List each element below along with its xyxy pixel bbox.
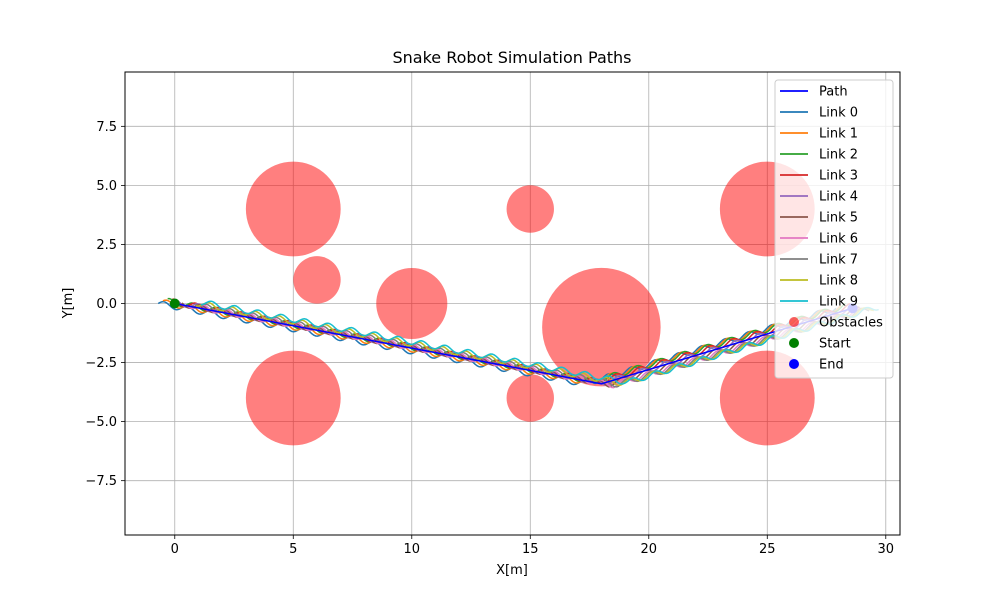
- legend-label: Obstacles: [819, 316, 883, 331]
- x-tick-label: 5: [289, 542, 297, 557]
- legend-label: Link 8: [819, 274, 858, 289]
- legend-label: Link 3: [819, 169, 858, 184]
- obstacle-circle: [245, 350, 341, 446]
- ticks: 0 5 10 15 20 25 30 −7.5 −5.0 −2.5 0.0 2.5 5.0 7.5: [85, 120, 894, 557]
- link-line: [157, 300, 837, 386]
- x-tick-label: 20: [641, 542, 658, 557]
- x-tick-label: 10: [404, 542, 421, 557]
- obstacle-circle: [245, 161, 341, 257]
- y-axis-label: Y[m]: [61, 288, 76, 320]
- chart-title: Snake Robot Simulation Paths: [392, 48, 631, 67]
- legend-label: Link 1: [819, 127, 858, 142]
- y-tick-label: 5.0: [96, 179, 117, 194]
- x-tick-label: 15: [522, 542, 539, 557]
- legend-swatch-dot: [789, 338, 799, 348]
- obstacle-circle: [542, 267, 661, 387]
- x-tick-label: 30: [878, 542, 895, 557]
- legend-label: Link 9: [819, 295, 858, 310]
- legend-box: [774, 79, 894, 379]
- legend-label: Link 6: [819, 232, 858, 247]
- legend-swatch-dot: [789, 359, 799, 369]
- legend-label: Link 0: [819, 106, 858, 121]
- x-tick-label: 0: [171, 542, 179, 557]
- y-tick-label: −2.5: [85, 356, 117, 371]
- obstacle-circle: [506, 374, 554, 422]
- legend-label: Start: [819, 337, 851, 352]
- legend-label: Link 5: [819, 211, 858, 226]
- path-line: [174, 302, 853, 385]
- y-tick-label: 0.0: [96, 297, 117, 312]
- start-marker: [169, 298, 180, 309]
- y-tick-label: 7.5: [96, 120, 117, 135]
- obstacle-circle: [293, 256, 341, 304]
- link-line: [200, 300, 879, 385]
- obstacle-circle: [506, 185, 554, 233]
- x-tick-label: 25: [759, 542, 776, 557]
- legend-label: Path: [819, 85, 848, 100]
- legend-swatch-dot: [789, 317, 799, 327]
- obstacle-circle: [376, 267, 448, 340]
- legend-label: Link 4: [819, 190, 858, 205]
- y-tick-label: 2.5: [96, 238, 117, 253]
- x-axis-label: X[m]: [496, 563, 528, 578]
- legend-label: Link 7: [819, 253, 858, 268]
- y-tick-label: −7.5: [85, 474, 117, 489]
- legend: Path Link 0 Link 1 Link 2 Link 3 Link 4 Link 5…: [774, 79, 894, 379]
- y-tick-label: −5.0: [85, 415, 117, 430]
- legend-label: Link 2: [819, 148, 858, 163]
- legend-label: End: [819, 358, 844, 373]
